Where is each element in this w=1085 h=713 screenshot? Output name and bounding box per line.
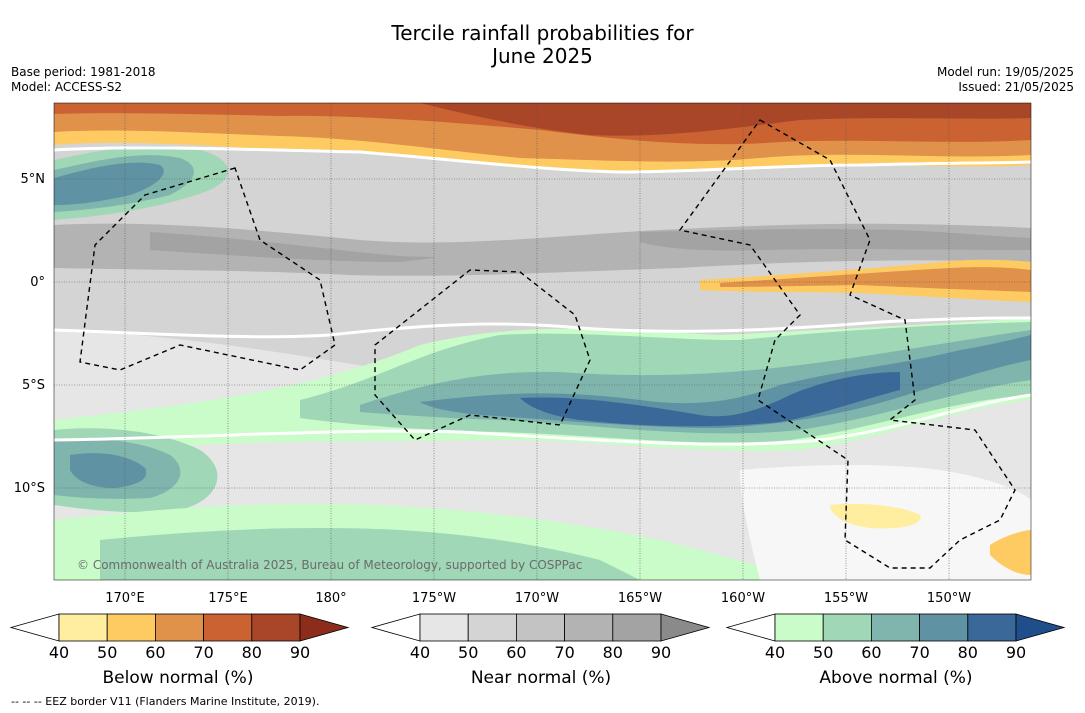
colorbar-extend-left xyxy=(9,613,60,642)
lon-label: 150°W xyxy=(927,591,971,606)
base-period: Base period: 1981-2018 xyxy=(11,65,156,79)
colorbar-tick: 70 xyxy=(193,643,213,662)
colorbar-segment xyxy=(419,613,469,642)
colorbar-tick: 90 xyxy=(651,643,671,662)
colorbar-segment xyxy=(919,613,969,642)
title-line-2: June 2025 xyxy=(492,44,593,68)
colorbar-tick: 70 xyxy=(554,643,574,662)
eez-footnote: -- -- -- EEZ border V11 (Flanders Marine… xyxy=(11,695,320,708)
meta-right: Model run: 19/05/2025 Issued: 21/05/2025 xyxy=(937,65,1074,95)
colorbar-segment xyxy=(467,613,517,642)
longitude-labels: 170°E 175°E 180° 175°W 170°W 165°W 160°W 155°W 1… xyxy=(105,591,971,606)
colorbar-tick: 60 xyxy=(145,643,165,662)
colorbar-tick: 40 xyxy=(49,643,69,662)
colorbar-tick: 90 xyxy=(1006,643,1026,662)
model-run: Model run: 19/05/2025 xyxy=(936,65,1074,79)
colorbar: 40 50 60 70 80 90 xyxy=(370,613,711,662)
lon-label: 165°W xyxy=(618,591,662,606)
colorbar-label-above: Above normal (%) xyxy=(819,668,973,688)
lon-label: 170°E xyxy=(105,591,145,606)
colorbar-segment xyxy=(871,613,921,642)
colorbar: 40 50 60 70 80 90 xyxy=(9,613,350,662)
colorbar-segment xyxy=(106,613,156,642)
colorbar-extend-right xyxy=(299,613,350,642)
lat-label: 0° xyxy=(30,275,45,290)
lat-label: 5°N xyxy=(21,172,46,187)
colorbar-segment xyxy=(967,613,1017,642)
lon-label: 160°W xyxy=(721,591,765,606)
lon-label: 180° xyxy=(315,591,346,606)
colorbar-label-below: Below normal (%) xyxy=(102,668,254,688)
lat-label: 5°S xyxy=(22,378,45,393)
colorbar-segment xyxy=(564,613,614,642)
lat-label: 10°S xyxy=(14,481,45,496)
lon-label: 170°W xyxy=(515,591,559,606)
colorbar-tick: 40 xyxy=(765,643,785,662)
colorbar-extend-left xyxy=(370,613,421,642)
colorbar-tick: 50 xyxy=(458,643,478,662)
issued-date: Issued: 21/05/2025 xyxy=(958,80,1074,94)
lon-label: 175°E xyxy=(208,591,248,606)
latitude-labels: 5°N 0° 5°S 10°S xyxy=(14,172,45,496)
meta-left: Base period: 1981-2018 Model: ACCESS-S2 xyxy=(11,65,156,95)
colorbar-tick: 80 xyxy=(242,643,262,662)
colorbar-extend-right xyxy=(1015,613,1066,642)
colorbar: 40 50 60 70 80 90 xyxy=(725,613,1066,662)
colorbar-tick: 90 xyxy=(290,643,310,662)
colorbar-tick: 60 xyxy=(506,643,526,662)
colorbars: 40 50 60 70 80 90 40 50 60 70 80 90 40 50 60 70 80 90 xyxy=(9,613,1066,662)
colorbar-tick: 50 xyxy=(97,643,117,662)
colorbar-tick: 60 xyxy=(861,643,881,662)
colorbar-tick: 80 xyxy=(603,643,623,662)
graticule xyxy=(54,103,1031,580)
colorbar-tick: 80 xyxy=(958,643,978,662)
colorbar-segment xyxy=(822,613,872,642)
colorbar-segment xyxy=(154,613,204,642)
colorbar-segment xyxy=(58,613,108,642)
title-line-1: Tercile rainfall probabilities for xyxy=(391,21,694,45)
map-title: Tercile rainfall probabilities for June … xyxy=(0,22,1085,68)
colorbar-tick: 40 xyxy=(410,643,430,662)
colorbar-segment xyxy=(774,613,824,642)
lon-label: 175°W xyxy=(412,591,456,606)
colorbar-tick: 70 xyxy=(909,643,929,662)
colorbar-segment xyxy=(516,613,566,642)
colorbar-segment xyxy=(203,613,253,642)
colorbar-segment xyxy=(612,613,662,642)
lon-label: 155°W xyxy=(824,591,868,606)
colorbar-extend-left xyxy=(725,613,776,642)
colorbar-label-near: Near normal (%) xyxy=(470,668,612,688)
rainfall-field xyxy=(54,103,1031,580)
eez-borders xyxy=(79,119,1016,569)
colorbar-tick: 50 xyxy=(813,643,833,662)
model-name: Model: ACCESS-S2 xyxy=(11,80,123,94)
copyright-notice: © Commonwealth of Australia 2025, Bureau… xyxy=(77,558,583,572)
colorbar-extend-right xyxy=(660,613,711,642)
colorbar-segment xyxy=(251,613,301,642)
